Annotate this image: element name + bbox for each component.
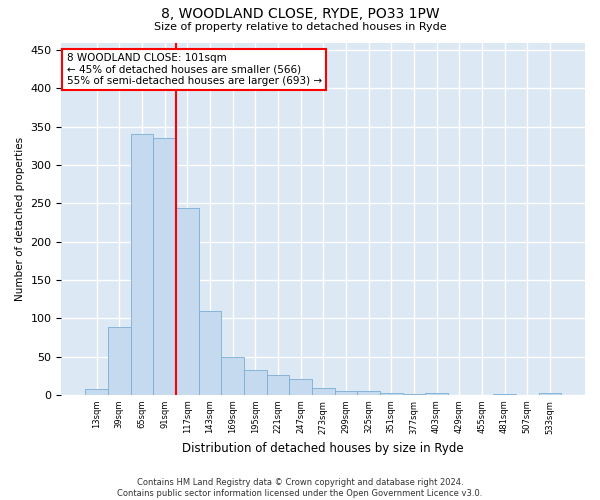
- Bar: [266, 375, 289, 395]
- X-axis label: Distribution of detached houses by size in Ryde: Distribution of detached houses by size …: [182, 442, 464, 455]
- Text: 8 WOODLAND CLOSE: 101sqm
← 45% of detached houses are smaller (566)
55% of semi-: 8 WOODLAND CLOSE: 101sqm ← 45% of detach…: [67, 53, 322, 86]
- Bar: [199, 310, 221, 395]
- Bar: [289, 380, 312, 395]
- Bar: [357, 391, 380, 395]
- Text: 8, WOODLAND CLOSE, RYDE, PO33 1PW: 8, WOODLAND CLOSE, RYDE, PO33 1PW: [161, 8, 439, 22]
- Text: Contains HM Land Registry data © Crown copyright and database right 2024.
Contai: Contains HM Land Registry data © Crown c…: [118, 478, 482, 498]
- Bar: [244, 370, 266, 395]
- Bar: [221, 358, 244, 395]
- Bar: [335, 391, 357, 395]
- Y-axis label: Number of detached properties: Number of detached properties: [15, 136, 25, 300]
- Bar: [85, 390, 108, 395]
- Bar: [425, 392, 448, 395]
- Bar: [403, 394, 425, 395]
- Bar: [153, 138, 176, 395]
- Bar: [493, 394, 516, 395]
- Bar: [176, 208, 199, 395]
- Bar: [312, 388, 335, 395]
- Bar: [380, 392, 403, 395]
- Bar: [108, 328, 131, 395]
- Bar: [539, 392, 561, 395]
- Text: Size of property relative to detached houses in Ryde: Size of property relative to detached ho…: [154, 22, 446, 32]
- Bar: [131, 134, 153, 395]
